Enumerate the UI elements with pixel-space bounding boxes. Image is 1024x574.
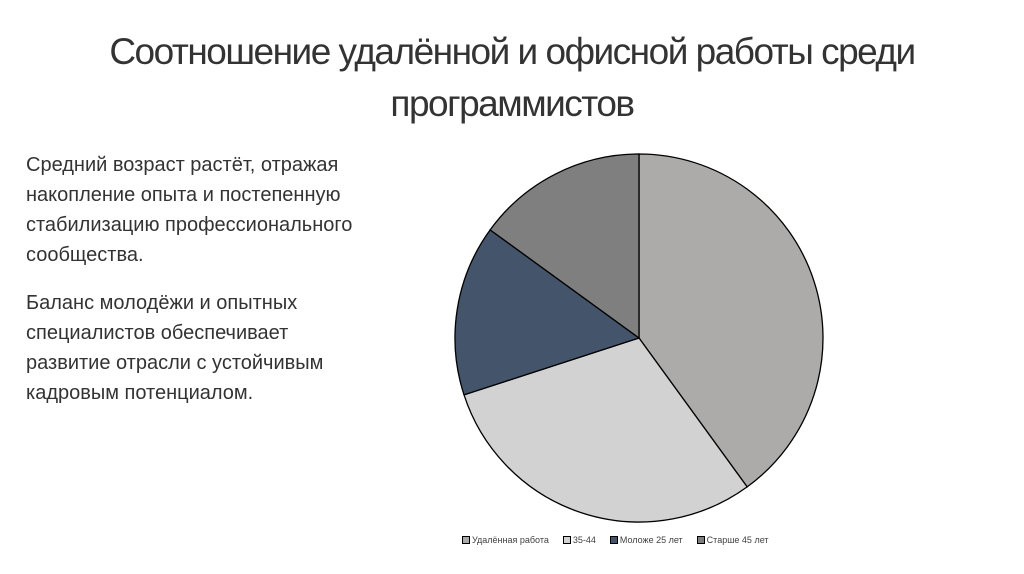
legend-item: Старше 45 лет	[696, 535, 769, 545]
legend-swatch	[696, 536, 705, 544]
legend-swatch	[562, 536, 571, 544]
slide-body-text: Средний возраст растёт, отражая накоплен…	[26, 150, 361, 426]
pie-slice-3	[454, 228, 641, 396]
legend-item: Моложе 25 лет	[609, 535, 683, 545]
chart-legend: Удалённая работа 35-44 Моложе 25 лет Старше…	[462, 535, 882, 545]
legend-item: 35-44	[562, 535, 596, 545]
pie-slice-4	[489, 153, 640, 340]
legend-swatch	[462, 536, 470, 544]
pie-chart	[440, 140, 840, 560]
pie-chart-svg	[454, 153, 824, 523]
legend-label: Старше 45 лет	[706, 535, 769, 545]
legend-item: Удалённая работа	[462, 535, 549, 545]
body-paragraph-1: Средний возраст растёт, отражая накоплен…	[26, 154, 353, 266]
legend-label: Моложе 25 лет	[619, 535, 683, 545]
body-paragraph-2: Баланс молодёжи и опытных специалистов о…	[26, 292, 324, 404]
pie-slice-2	[463, 337, 749, 523]
legend-label: Удалённая работа	[472, 535, 549, 545]
legend-label: 35-44	[572, 535, 596, 545]
pie-slice-1	[638, 153, 824, 488]
slide-title: Соотношение удалённой и офисной работы с…	[109, 31, 916, 124]
legend-swatch	[609, 536, 618, 544]
